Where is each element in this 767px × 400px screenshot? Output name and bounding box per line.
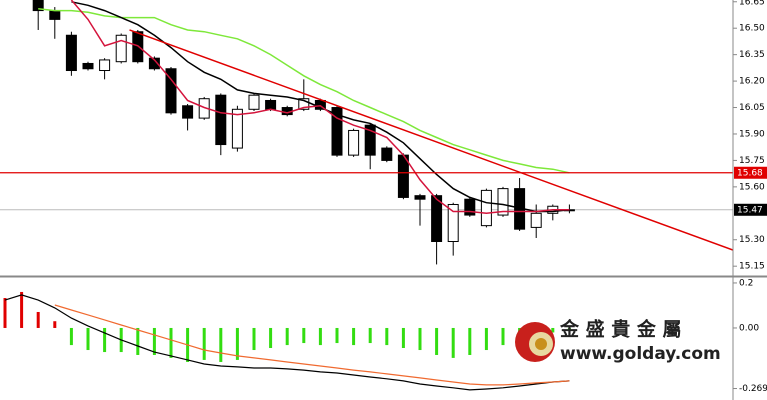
candle-body — [348, 129, 360, 156]
last-price-label: 15.47 — [737, 205, 763, 215]
brand-url: www.golday.com — [560, 344, 721, 364]
candle-body — [265, 99, 277, 110]
macd-bar — [435, 327, 439, 355]
macd-bar — [86, 327, 90, 351]
candle-body — [215, 94, 227, 146]
candle-body — [65, 34, 77, 72]
ma-line — [38, 8, 570, 174]
y-tick-label: 16.65 — [739, 0, 765, 7]
y-tick-label: 16.50 — [739, 24, 765, 34]
macd-bar — [36, 311, 40, 328]
candle-body — [414, 195, 426, 200]
y-tick-label: 15.15 — [739, 262, 765, 272]
macd-line — [54, 304, 570, 386]
candle-body — [497, 188, 509, 216]
candle-body — [82, 62, 94, 70]
candle-body — [49, 10, 61, 20]
macd-bar — [385, 327, 389, 346]
candle-body — [182, 105, 194, 119]
y-tick-label: 16.35 — [739, 50, 765, 60]
logo — [535, 338, 547, 350]
macd-bar — [219, 327, 223, 362]
candle-body — [331, 107, 343, 156]
trend-line — [129, 29, 733, 251]
macd-line — [4, 294, 570, 391]
last-price-box — [734, 203, 767, 216]
price-panel — [0, 0, 733, 265]
candle-body — [530, 212, 542, 228]
y-tick-label: 15.75 — [739, 156, 765, 166]
macd-bar — [451, 327, 455, 358]
candle-body — [480, 189, 492, 227]
macd-bar — [352, 327, 356, 346]
macd-bar — [152, 327, 156, 355]
y-tick-label: 16.05 — [739, 103, 765, 113]
macd-bar — [285, 327, 289, 346]
macd-bar — [567, 327, 571, 331]
macd-bar — [501, 327, 505, 346]
candle-body — [165, 68, 177, 114]
candle-body — [32, 0, 44, 12]
y-tick-label: 15.30 — [739, 235, 765, 245]
y-tick-label: 0.00 — [739, 323, 759, 333]
macd-bar — [484, 327, 488, 351]
candle-body — [381, 147, 393, 161]
macd-panel — [3, 291, 571, 391]
candle-body — [148, 57, 160, 70]
ma-line — [70, 0, 570, 215]
macd-bar — [302, 327, 306, 344]
macd-bar — [551, 327, 555, 333]
candle-body — [431, 195, 443, 243]
level-label: 15.68 — [737, 168, 763, 178]
candle-body — [464, 198, 476, 216]
y-tick-label: -0.269 — [739, 384, 767, 394]
macd-bar — [252, 327, 256, 351]
macd-bar — [335, 327, 339, 344]
level-label-box — [734, 166, 767, 179]
macd-bar — [169, 327, 173, 358]
candle-body — [115, 34, 127, 63]
brand-name: 金 盛 貴 金 屬 — [559, 318, 681, 341]
macd-bar — [235, 327, 239, 360]
macd-bar — [401, 327, 405, 349]
macd-bar — [368, 327, 372, 344]
watermark: 金 盛 貴 金 屬 www.golday.com — [515, 318, 721, 364]
ma-line — [71, 1, 570, 213]
macd-bar — [103, 327, 107, 353]
macd-bar — [202, 327, 206, 360]
macd-bar — [269, 327, 273, 349]
candle-body — [99, 59, 111, 72]
macd-bar — [53, 321, 57, 328]
macd-bar — [69, 327, 73, 346]
macd-bar — [418, 327, 422, 351]
y-tick-label: 15.60 — [739, 182, 765, 192]
macd-bar — [136, 327, 140, 355]
macd-bar — [20, 291, 24, 328]
candle-body — [231, 108, 243, 149]
macd-bar — [318, 327, 322, 346]
macd-bar — [468, 327, 472, 355]
y-tick-label: 15.90 — [739, 129, 765, 139]
candle-body — [248, 94, 260, 110]
y-tick-label: 16.20 — [739, 77, 765, 87]
candle-body — [298, 98, 310, 110]
candle-body — [364, 124, 376, 156]
y-tick-label: 0.2 — [739, 278, 753, 288]
candle-body — [447, 203, 459, 243]
macd-bar — [3, 298, 7, 328]
